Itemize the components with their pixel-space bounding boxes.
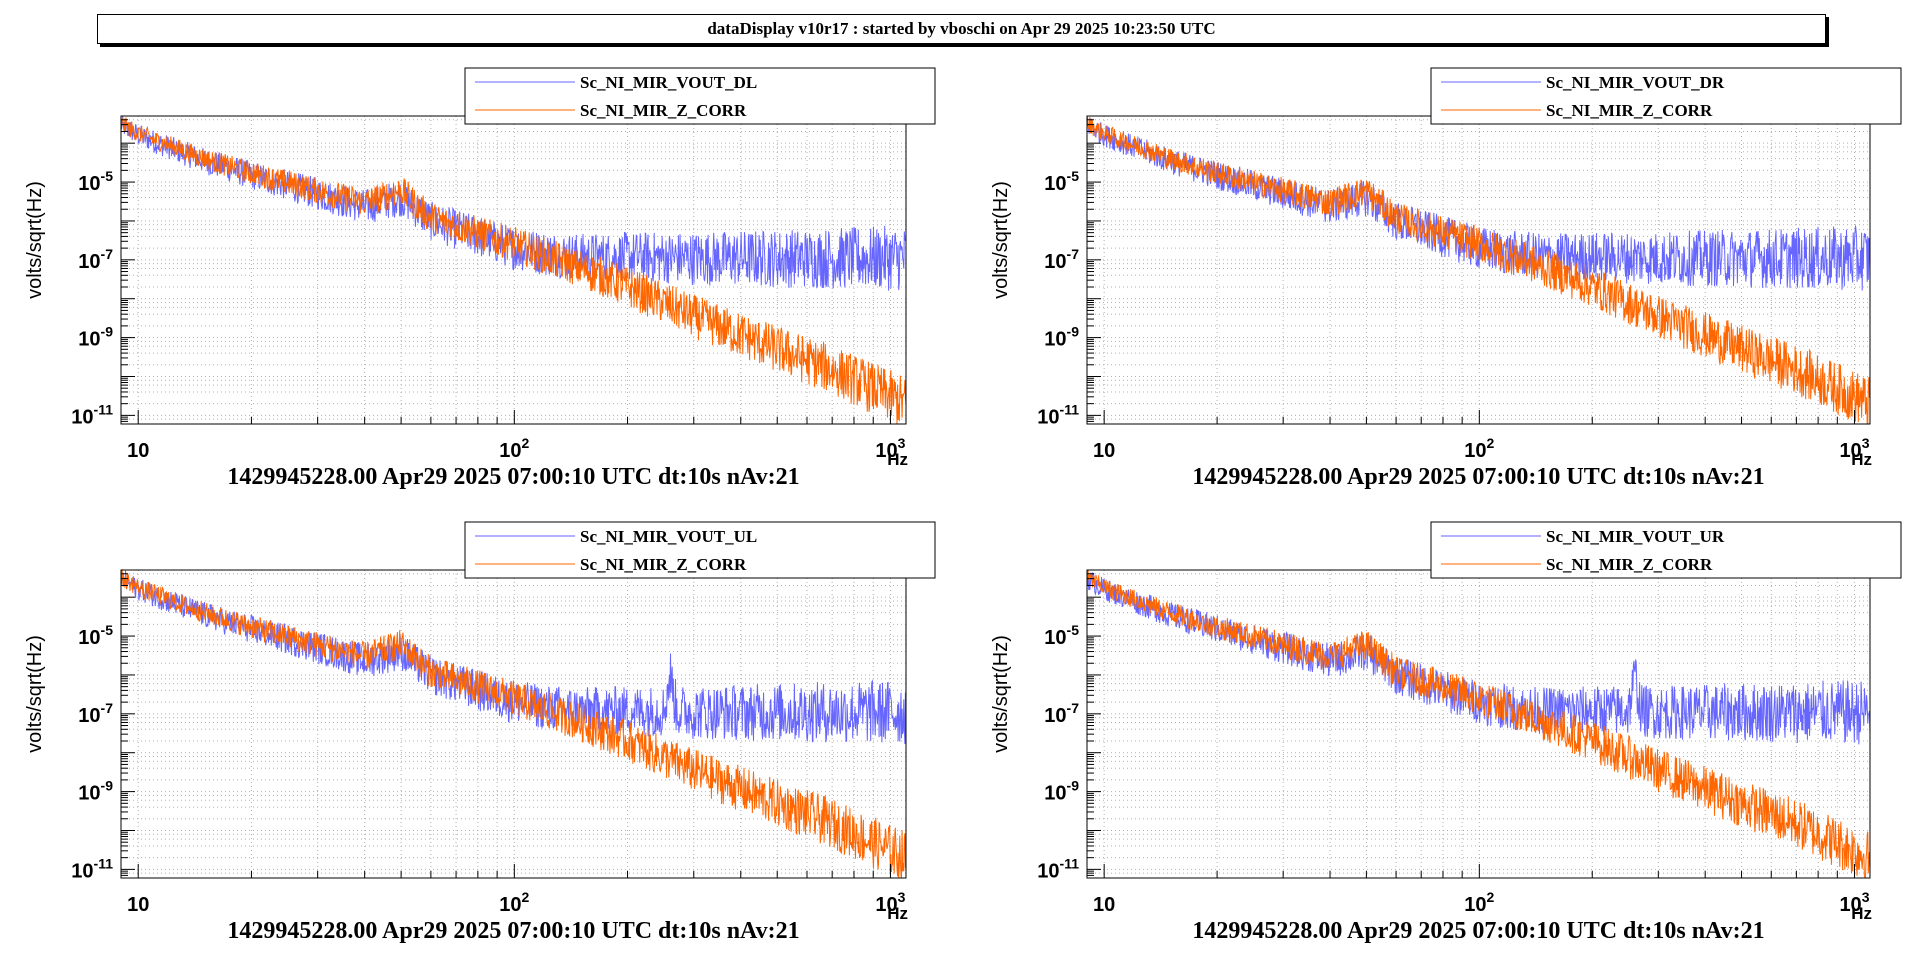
series-line-vout bbox=[1086, 118, 1871, 291]
series-line-vout bbox=[120, 570, 907, 745]
y-tick-label: 10-11 bbox=[1037, 855, 1079, 882]
x-tick-label: 103 bbox=[875, 889, 905, 916]
panel-footer: 1429945228.00 Apr29 2025 07:00:10 UTC dt… bbox=[227, 918, 799, 944]
y-tick-label: 10-9 bbox=[78, 778, 113, 805]
y-tick-label: 10-7 bbox=[1044, 700, 1079, 727]
x-tick-label: 10 bbox=[1093, 894, 1115, 916]
plot-frame bbox=[120, 569, 907, 879]
legend-box bbox=[464, 67, 936, 125]
y-tick-label: 10-7 bbox=[78, 246, 113, 273]
legend: Sc_NI_MIR_VOUT_DL Sc_NI_MIR_Z_CORR bbox=[464, 67, 936, 125]
legend-entry: Sc_NI_MIR_VOUT_UL bbox=[580, 527, 757, 546]
y-tick-label: 10-9 bbox=[78, 324, 113, 351]
x-tick-label: 102 bbox=[1464, 889, 1494, 916]
y-axis-label: volts/sqrt(Hz) bbox=[990, 181, 1012, 299]
x-axis-label: Hz bbox=[887, 450, 908, 469]
y-axis-label: volts/sqrt(Hz) bbox=[990, 635, 1012, 753]
x-tick-label: 103 bbox=[875, 435, 905, 462]
legend-entry: Sc_NI_MIR_Z_CORR bbox=[1546, 555, 1713, 574]
legend-entry: Sc_NI_MIR_Z_CORR bbox=[580, 101, 747, 120]
legend: Sc_NI_MIR_VOUT_UL Sc_NI_MIR_Z_CORR bbox=[464, 521, 936, 579]
legend-box bbox=[1430, 67, 1902, 125]
x-tick-label: 103 bbox=[1839, 435, 1869, 462]
panel-footer: 1429945228.00 Apr29 2025 07:00:10 UTC dt… bbox=[1192, 918, 1764, 944]
x-tick-label: 102 bbox=[499, 889, 529, 916]
y-tick-label: 10-11 bbox=[71, 401, 113, 428]
y-tick-label: 10-5 bbox=[78, 168, 113, 195]
y-tick-label: 10-9 bbox=[1044, 324, 1079, 351]
legend-entry: Sc_NI_MIR_Z_CORR bbox=[1546, 101, 1713, 120]
series-line-vout bbox=[1086, 572, 1871, 745]
y-tick-label: 10-11 bbox=[1037, 401, 1079, 428]
x-axis-label: Hz bbox=[887, 904, 908, 923]
y-tick-label: 10-5 bbox=[1044, 168, 1079, 195]
x-axis-label: Hz bbox=[1851, 904, 1872, 923]
display-banner: dataDisplay v10r17 : started by vboschi … bbox=[97, 14, 1826, 44]
panel-footer: 1429945228.00 Apr29 2025 07:00:10 UTC dt… bbox=[1192, 464, 1764, 490]
legend-entry: Sc_NI_MIR_Z_CORR bbox=[580, 555, 747, 574]
y-tick-label: 10-5 bbox=[78, 622, 113, 649]
legend-box bbox=[464, 521, 936, 579]
y-tick-label: 10-7 bbox=[1044, 246, 1079, 273]
x-tick-label: 10 bbox=[127, 440, 149, 462]
y-tick-label: 10-11 bbox=[71, 855, 113, 882]
panel-footer: 1429945228.00 Apr29 2025 07:00:10 UTC dt… bbox=[227, 464, 799, 490]
series-line-zcorr bbox=[120, 568, 907, 879]
series-line-zcorr bbox=[1086, 569, 1871, 879]
x-tick-label: 102 bbox=[1464, 435, 1494, 462]
y-axis-label: volts/sqrt(Hz) bbox=[24, 181, 46, 299]
x-tick-label: 103 bbox=[1839, 889, 1869, 916]
legend-entry: Sc_NI_MIR_VOUT_DR bbox=[1546, 73, 1725, 92]
y-tick-label: 10-7 bbox=[78, 700, 113, 727]
legend-box bbox=[1430, 521, 1902, 579]
series-line-vout bbox=[120, 115, 907, 291]
y-tick-label: 10-5 bbox=[1044, 622, 1079, 649]
legend: Sc_NI_MIR_VOUT_DR Sc_NI_MIR_Z_CORR bbox=[1430, 67, 1902, 125]
y-axis-label: volts/sqrt(Hz) bbox=[24, 635, 46, 753]
legend-entry: Sc_NI_MIR_VOUT_DL bbox=[580, 73, 757, 92]
grid bbox=[120, 570, 906, 879]
legend-entry: Sc_NI_MIR_VOUT_UR bbox=[1546, 527, 1725, 546]
x-tick-label: 10 bbox=[1093, 440, 1115, 462]
x-axis-label: Hz bbox=[1851, 450, 1872, 469]
x-tick-label: 10 bbox=[127, 894, 149, 916]
series-line-zcorr bbox=[1086, 117, 1871, 425]
y-tick-label: 10-9 bbox=[1044, 778, 1079, 805]
series-line-zcorr bbox=[120, 117, 907, 424]
legend: Sc_NI_MIR_VOUT_UR Sc_NI_MIR_Z_CORR bbox=[1430, 521, 1902, 579]
x-tick-label: 102 bbox=[499, 435, 529, 462]
